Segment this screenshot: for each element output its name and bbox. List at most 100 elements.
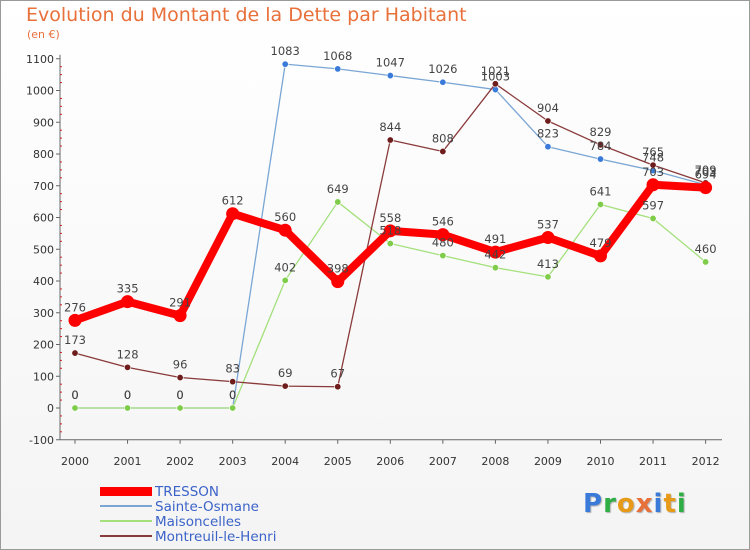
data-label: 442 [484,248,506,262]
data-label: 398 [327,262,349,276]
data-label: 0 [124,388,131,402]
data-label: 748 [642,151,664,165]
data-point [173,309,187,323]
data-label: 1021 [481,64,510,78]
logo-letter: P [583,489,604,519]
data-point [281,276,289,284]
legend-label: TRESSON [155,484,220,500]
x-tick-label: 2004 [271,455,299,468]
y-tick-label: 1100 [26,53,54,66]
y-tick-label: 1000 [26,85,54,98]
data-label: 694 [695,168,717,182]
data-point [281,60,289,68]
data-label: 128 [117,347,139,361]
data-label: 765 [642,145,664,159]
data-label: 0 [124,388,131,402]
legend-label: Sainte-Osmane [155,499,259,515]
data-point [436,228,450,242]
data-label: 479 [590,236,612,250]
data-point [68,313,82,327]
data-point [649,214,657,222]
data-label: 83 [225,362,240,376]
data-label: 69 [278,366,293,380]
data-label: 0 [71,388,78,402]
y-tick-label: 600 [33,212,54,225]
y-tick-label: 700 [33,180,54,193]
data-point [176,374,184,382]
data-label: 0 [176,388,183,402]
data-point [176,404,184,412]
chart-title: Evolution du Montant de la Dette par Hab… [26,4,467,26]
x-tick-label: 2006 [376,455,404,468]
data-point [331,275,345,289]
data-label: 904 [537,101,559,115]
data-label: 829 [590,125,612,139]
data-point [386,136,394,144]
data-point [386,240,394,248]
data-label: 546 [432,215,454,229]
legend-swatch [100,520,152,522]
data-point [383,224,397,238]
data-point [541,231,555,245]
data-label: 291 [169,296,191,310]
data-label: 0 [176,388,183,402]
data-point [702,258,710,266]
data-label: 96 [173,358,188,372]
data-point [334,198,342,206]
logo-letter: o [616,489,636,519]
data-point [334,65,342,73]
data-label: 703 [642,165,664,179]
legend-item: TRESSON [100,484,300,500]
data-label: 0 [229,388,236,402]
data-label: 641 [590,184,612,198]
legend-swatch [100,535,152,537]
data-point [124,404,132,412]
x-tick-label: 2012 [692,455,720,468]
data-point [439,147,447,155]
legend-item: Maisoncelles [100,514,300,530]
y-tick-label: 0 [47,402,54,415]
data-point [278,223,292,237]
data-label: 0 [229,388,236,402]
data-label: 1068 [323,49,352,63]
data-point [334,383,342,391]
data-label: 597 [642,198,664,212]
data-point [281,382,289,390]
data-label: 67 [330,367,345,381]
data-label: 537 [537,218,559,232]
y-tick-label: 900 [33,116,54,129]
data-point [439,252,447,260]
data-label: 335 [117,282,139,296]
data-point [596,141,604,149]
data-label: 612 [222,194,244,208]
logo-letter: t [663,489,677,519]
data-label: 402 [274,260,296,274]
data-point [229,378,237,386]
legend-swatch [100,487,152,496]
data-label: 0 [71,388,78,402]
data-point [71,404,79,412]
data-point [491,80,499,88]
data-label: 1003 [481,70,510,84]
x-tick-label: 2009 [534,455,562,468]
x-tick-label: 2001 [114,455,142,468]
data-label: 480 [432,236,454,250]
y-tick-label: 100 [33,370,54,383]
x-tick-label: 2003 [219,455,247,468]
data-label: 276 [64,300,86,314]
data-point [71,349,79,357]
data-point [226,207,240,221]
x-tick-label: 2011 [639,455,667,468]
data-point [121,295,135,309]
data-label: 491 [484,232,506,246]
data-label: 518 [379,224,401,238]
data-point [699,181,713,195]
data-point [124,363,132,371]
data-point [596,155,604,163]
x-tick-label: 2008 [481,455,509,468]
data-point [491,264,499,272]
unit-label: (en €) [27,28,60,41]
data-point [544,143,552,151]
logo-letter: x [635,489,654,519]
